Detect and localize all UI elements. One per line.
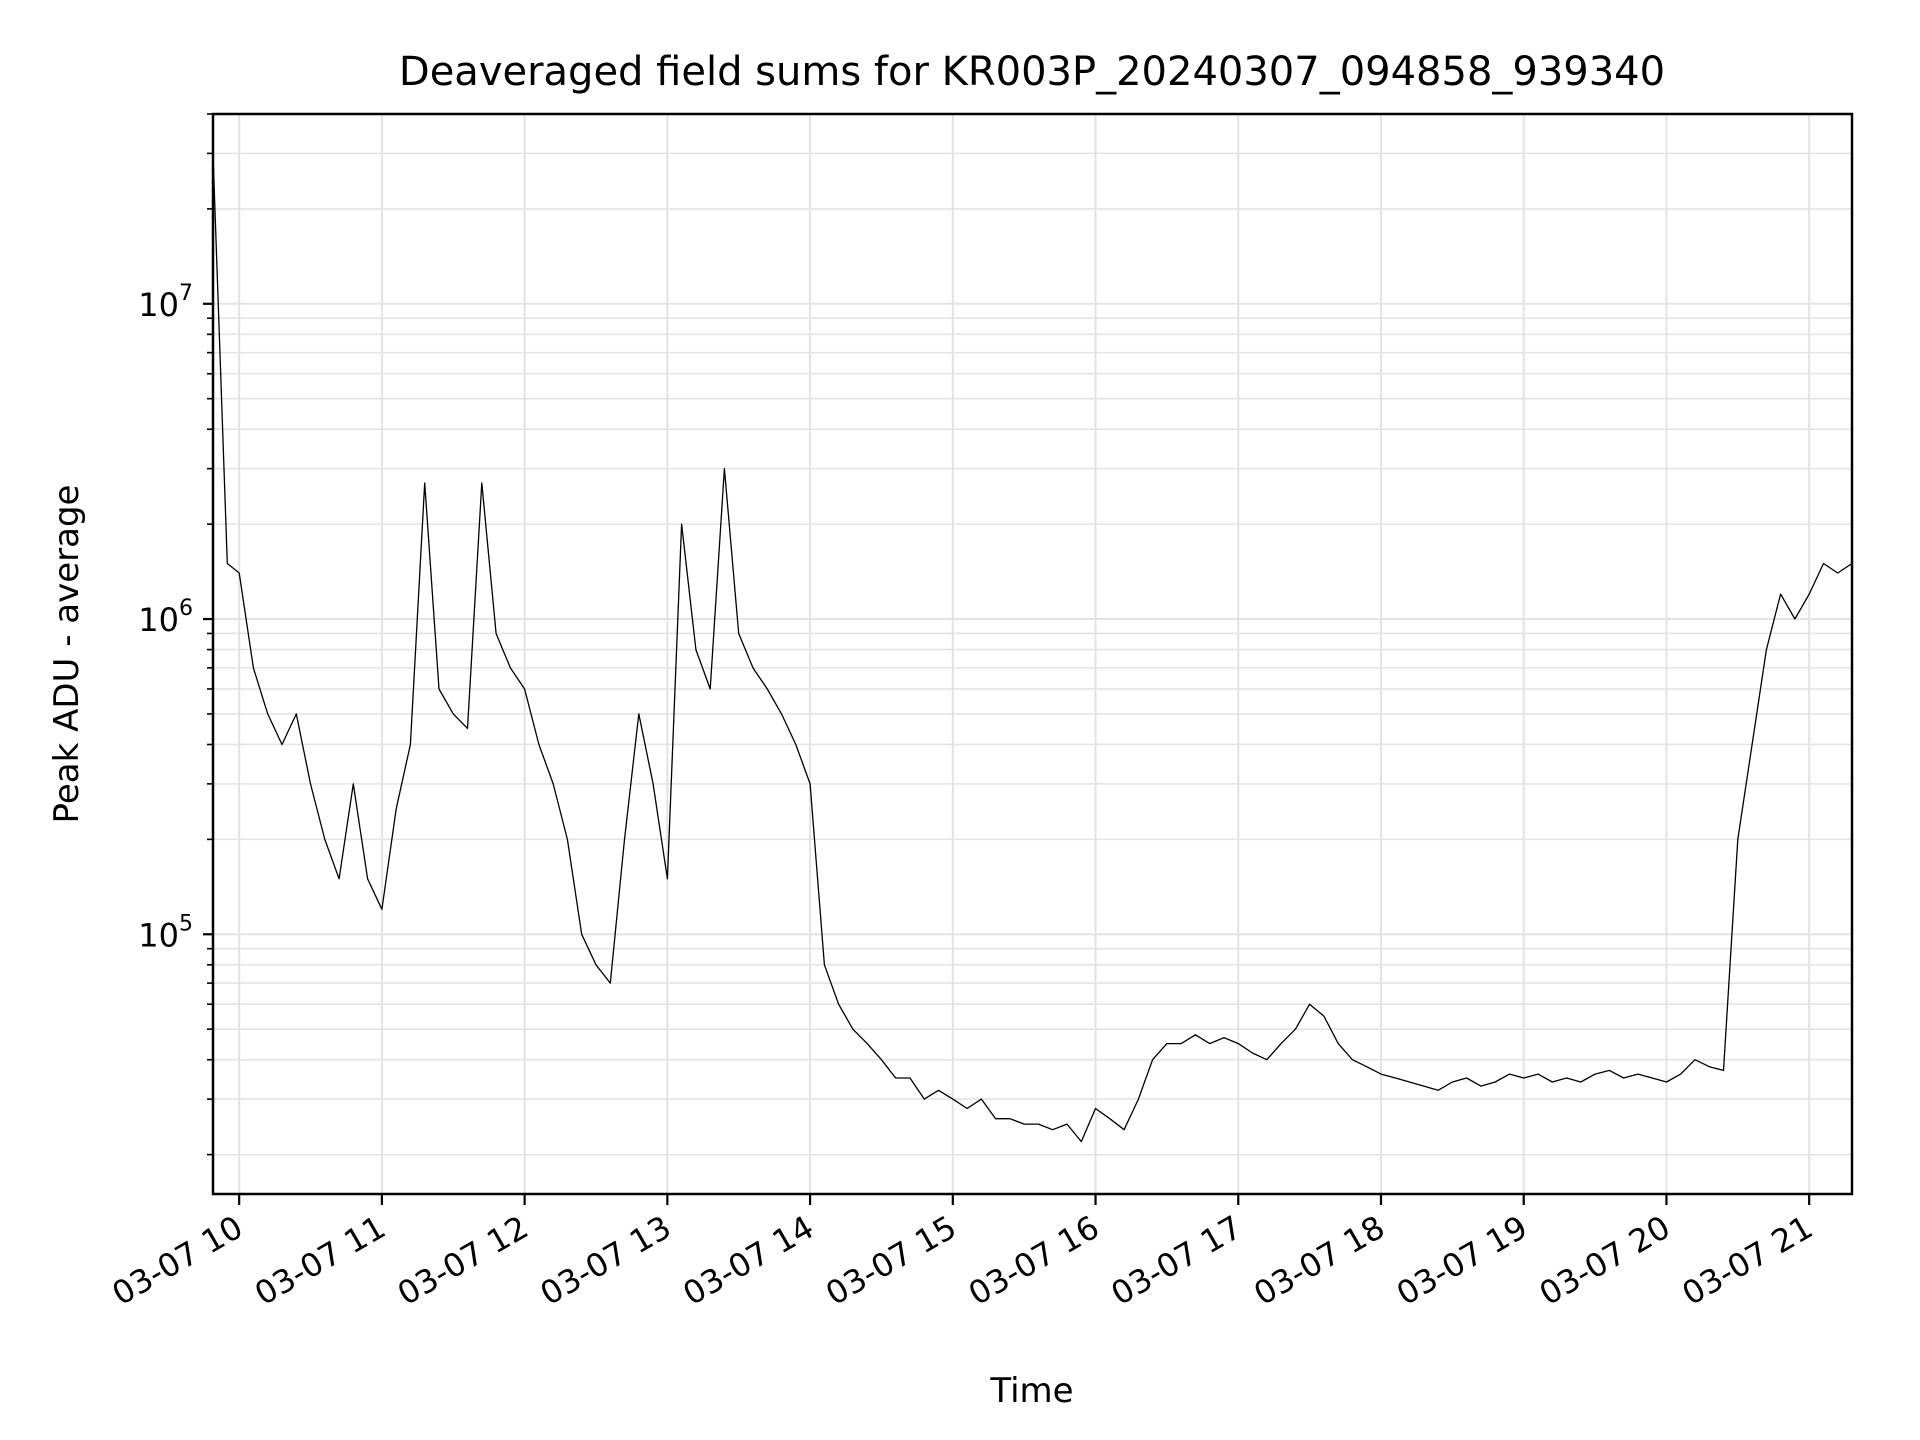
y-axis: 105 106 107 — [138, 113, 213, 1156]
y-tick-label: 107 — [138, 281, 193, 324]
series-line — [212, 153, 1853, 1143]
y-tick-label: 106 — [138, 596, 193, 639]
chart-title: Deaveraged field sums for KR003P_2024030… — [399, 49, 1665, 95]
series-group — [212, 153, 1853, 1143]
y-axis-label: Peak ADU - average — [47, 485, 87, 824]
x-axis-label: Time — [989, 1371, 1073, 1411]
y-tick-label: 105 — [138, 911, 193, 954]
plot-frame — [211, 112, 1854, 1196]
